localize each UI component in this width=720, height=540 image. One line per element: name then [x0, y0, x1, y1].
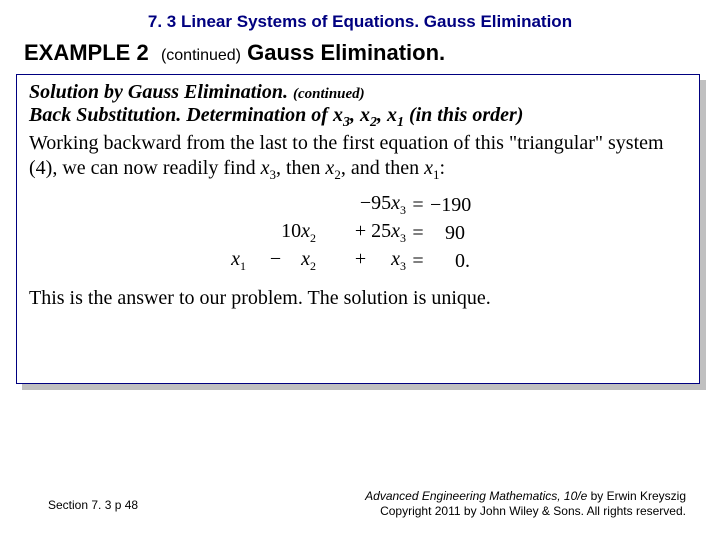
equation-row-2: 10x2 + 25x3 = 90	[188, 219, 528, 247]
equations-block: −95x3 = −190 10x2 + 25x3 = 90 x1 − x2 + …	[188, 191, 528, 275]
body-c: , and then	[341, 157, 424, 179]
footer-right-copyright: Copyright 2011 by John Wiley & Sons. All…	[380, 504, 686, 518]
eq2-t2v: x	[391, 220, 400, 242]
eq1-coef: −95	[360, 192, 391, 214]
eq3-op1: −	[270, 248, 281, 270]
eq3-op2: +	[355, 248, 366, 270]
example-continued: (continued)	[161, 47, 241, 64]
body-var2: x	[325, 157, 334, 179]
eq2-t1s: 2	[310, 231, 316, 245]
eq2-t1c: 10	[281, 220, 301, 242]
solution-line2-b: , x	[350, 104, 370, 126]
eq1-var: x	[391, 192, 400, 214]
eq3-t2s: 2	[310, 259, 316, 273]
eq2-eq: =	[408, 219, 428, 247]
body-var3: x	[424, 157, 433, 179]
body-d: :	[440, 157, 446, 179]
solution-line2-s2: 2	[370, 115, 377, 130]
solution-heading-line1: Solution by Gauss Elimination. (continue…	[29, 81, 687, 104]
solution-body: Working backward from the last to the fi…	[29, 131, 687, 183]
body-b: , then	[276, 157, 325, 179]
solution-line2-c: , x	[377, 104, 397, 126]
equation-row-3: x1 − x2 + x3 = 0.	[188, 247, 528, 275]
eq3-t3v: x	[391, 248, 400, 270]
eq1-sub: 3	[400, 203, 406, 217]
solution-line2-s1: 1	[397, 115, 404, 130]
footer-right-title: Advanced Engineering Mathematics, 10/e	[365, 489, 587, 503]
solution-heading-line2: Back Substitution. Determination of x3, …	[29, 104, 687, 131]
footer-right-author: by Erwin Kreyszig	[587, 489, 686, 503]
example-title-rest: Gauss Elimination.	[247, 40, 445, 65]
solution-line2-d: (in this order)	[404, 104, 523, 126]
solution-line2-a: Back Substitution. Determination of x	[29, 104, 343, 126]
footer-left: Section 7. 3 p 48	[48, 498, 138, 512]
section-title: 7. 3 Linear Systems of Equations. Gauss …	[0, 0, 720, 32]
eq3-rhs: 0.	[455, 250, 470, 272]
solution-line2-s3: 3	[343, 115, 350, 130]
eq1-eq: =	[408, 191, 428, 219]
eq3-t2v: x	[301, 248, 310, 270]
example-prefix: EXAMPLE 2	[24, 40, 149, 65]
eq2-rhs: 90	[445, 222, 465, 244]
solution-line1-a: Solution by Gauss Elimination.	[29, 81, 288, 103]
eq3-eq: =	[408, 247, 428, 275]
eq3-t3s: 3	[400, 259, 406, 273]
eq3-t1v: x	[231, 248, 240, 270]
answer-line: This is the answer to our problem. The s…	[29, 287, 687, 310]
eq2-t1v: x	[301, 220, 310, 242]
solution-box: Solution by Gauss Elimination. (continue…	[16, 74, 700, 384]
solution-line1-b: (continued)	[293, 86, 365, 102]
eq2-t2c: 25	[371, 220, 391, 242]
eq3-t1s: 1	[240, 259, 246, 273]
eq2-t2s: 3	[400, 231, 406, 245]
footer-right: Advanced Engineering Mathematics, 10/e b…	[365, 489, 686, 520]
eq2-op: +	[355, 220, 366, 242]
example-heading: EXAMPLE 2 (continued) Gauss Elimination.	[0, 32, 720, 74]
eq1-rhs: −190	[428, 191, 528, 219]
equation-row-1: −95x3 = −190	[188, 191, 528, 219]
